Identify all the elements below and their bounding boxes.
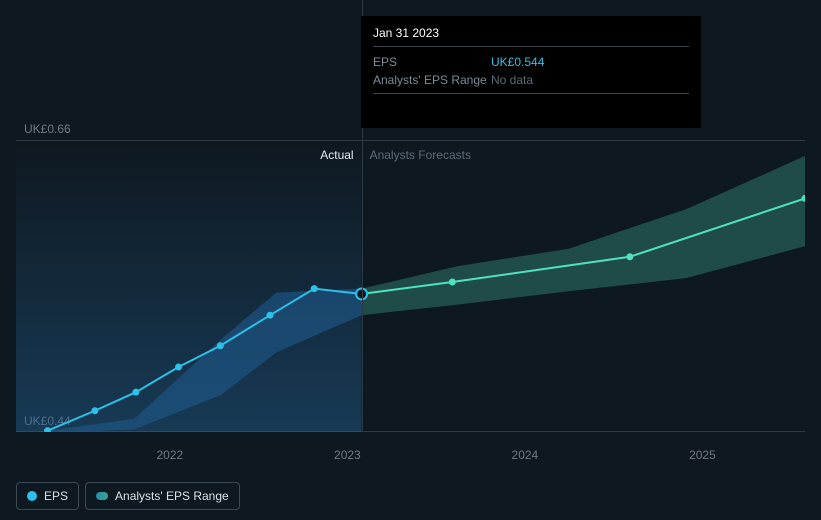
legend-label: EPS — [44, 489, 68, 503]
legend-label: Analysts' EPS Range — [115, 489, 229, 503]
x-tick: 2023 — [334, 448, 361, 462]
tooltip-row: Analysts' EPS RangeNo data — [373, 71, 689, 89]
plot-area[interactable]: Actual Analysts Forecasts — [16, 140, 805, 432]
legend-swatch — [96, 492, 108, 500]
tooltip-date: Jan 31 2023 — [373, 26, 689, 40]
tooltip-row: EPSUK£0.544 — [373, 53, 689, 71]
chart-container: UK£0.66 UK£0.44 Actual Analysts Forecast… — [0, 0, 821, 520]
legend: EPS Analysts' EPS Range — [16, 482, 240, 510]
tooltip-divider — [373, 46, 689, 47]
zone-label-actual: Actual — [320, 148, 353, 162]
legend-swatch — [27, 491, 37, 501]
x-axis: 2022 2023 2024 2025 — [16, 448, 805, 464]
tooltip-key: EPS — [373, 53, 491, 71]
tooltip: Jan 31 2023 EPSUK£0.544Analysts' EPS Ran… — [361, 16, 701, 128]
x-tick: 2024 — [512, 448, 539, 462]
x-tick: 2025 — [689, 448, 716, 462]
chart-svg — [16, 140, 805, 432]
tooltip-value: No data — [491, 71, 533, 89]
zone-label-forecast: Analysts Forecasts — [370, 148, 471, 162]
legend-item-range[interactable]: Analysts' EPS Range — [85, 482, 240, 510]
tooltip-key: Analysts' EPS Range — [373, 71, 491, 89]
tooltip-divider — [373, 93, 689, 94]
x-tick: 2022 — [156, 448, 183, 462]
legend-item-eps[interactable]: EPS — [16, 482, 79, 510]
tooltip-value: UK£0.544 — [491, 53, 544, 71]
y-axis-label-top: UK£0.66 — [24, 122, 71, 136]
